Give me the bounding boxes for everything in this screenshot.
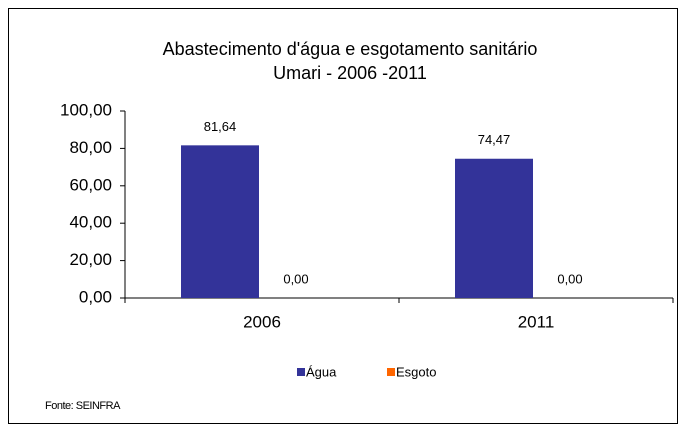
data-label: 0,00 (283, 271, 308, 286)
x-tick-label: 2011 (518, 312, 555, 331)
bar (455, 158, 533, 298)
chart-frame (8, 8, 678, 424)
chart-title: Abastecimento d'água e esgotamento sanit… (163, 39, 538, 59)
data-label: 0,00 (557, 271, 582, 286)
y-tick-label: 80,00 (69, 138, 112, 157)
bar (181, 145, 259, 298)
x-tick-label: 2006 (243, 312, 281, 331)
y-tick-label: 20,00 (69, 250, 112, 269)
y-tick-label: 40,00 (69, 213, 112, 232)
legend-label: Água (306, 364, 337, 379)
data-label: 81,64 (204, 119, 237, 134)
source-note: Fonte: SEINFRA (45, 400, 121, 412)
y-tick-label: 100,00 (60, 100, 112, 119)
chart-subtitle: Umari - 2006 -2011 (273, 63, 427, 83)
legend-label: Esgoto (396, 364, 436, 379)
legend-swatch (297, 368, 305, 376)
y-tick-label: 0,00 (79, 287, 112, 306)
legend-swatch (387, 368, 395, 376)
y-tick-label: 60,00 (69, 175, 112, 194)
data-label: 74,47 (478, 132, 511, 147)
